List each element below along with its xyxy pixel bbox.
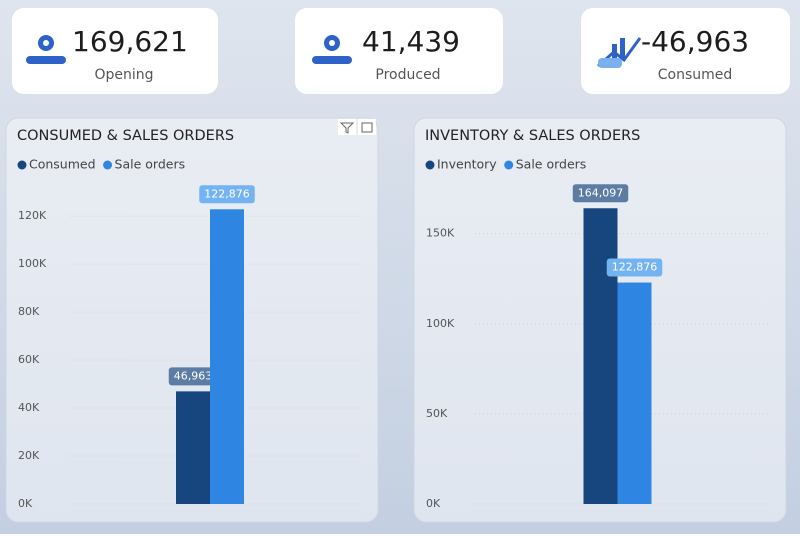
y-tick-label: 20K	[18, 449, 40, 462]
card	[295, 8, 503, 94]
legend-label: Sale orders	[115, 157, 186, 172]
y-tick-label: 120K	[18, 209, 47, 222]
y-tick-label: 80K	[18, 305, 40, 318]
kpi-value: 41,439	[362, 25, 460, 58]
bar	[617, 282, 652, 504]
value-label-bg	[168, 367, 218, 386]
y-tick-label: 150K	[426, 227, 455, 240]
legend-marker	[103, 160, 113, 170]
value-label: 46,963	[174, 369, 213, 382]
y-tick-label: 40K	[18, 401, 40, 414]
legend-marker	[17, 160, 27, 170]
focus-icon	[361, 122, 373, 133]
y-tick-label: 0K	[18, 497, 33, 510]
legend-marker	[425, 160, 435, 170]
kpi-card: 169,621 Opening	[12, 8, 218, 94]
card	[12, 8, 218, 94]
kpi-card: -46,963 Consumed	[581, 8, 790, 94]
kpi-card: 41,439 Produced	[295, 8, 503, 94]
legend-label: Consumed	[29, 157, 96, 172]
bar	[176, 391, 210, 504]
bar	[583, 208, 618, 504]
legend-marker	[504, 160, 514, 170]
icon	[597, 37, 642, 68]
y-tick-label: 60K	[18, 353, 40, 366]
value-label: 122,876	[612, 261, 658, 274]
kpi-label: Consumed	[658, 67, 733, 83]
y-tick-label: 0K	[426, 497, 441, 510]
y-tick-label: 100K	[18, 257, 47, 270]
icon	[312, 35, 352, 64]
kpi-value: -46,963	[641, 25, 749, 58]
chart-title: INVENTORY & SALES ORDERS	[425, 128, 640, 144]
y-tick-label: 100K	[426, 317, 455, 330]
icon	[26, 35, 66, 64]
value-label-bg	[606, 258, 663, 277]
kpi-value: 169,621	[72, 25, 188, 58]
bar	[210, 209, 244, 504]
visual-header	[338, 119, 376, 135]
y-tick-label: 50K	[426, 407, 448, 420]
chart-title: CONSUMED & SALES ORDERS	[17, 128, 234, 144]
kpi-label: Opening	[94, 67, 153, 83]
filter-icon	[339, 122, 355, 134]
kpi-label: Produced	[375, 67, 440, 83]
value-label-bg	[572, 184, 629, 203]
legend-label: Inventory	[437, 157, 497, 172]
card	[581, 8, 790, 94]
value-label-bg	[199, 185, 255, 204]
value-label: 122,876	[204, 187, 250, 200]
legend-label: Sale orders	[516, 157, 587, 172]
chart-panel	[5, 117, 379, 523]
focus-button[interactable]	[358, 119, 376, 135]
value-label: 164,097	[578, 186, 624, 199]
